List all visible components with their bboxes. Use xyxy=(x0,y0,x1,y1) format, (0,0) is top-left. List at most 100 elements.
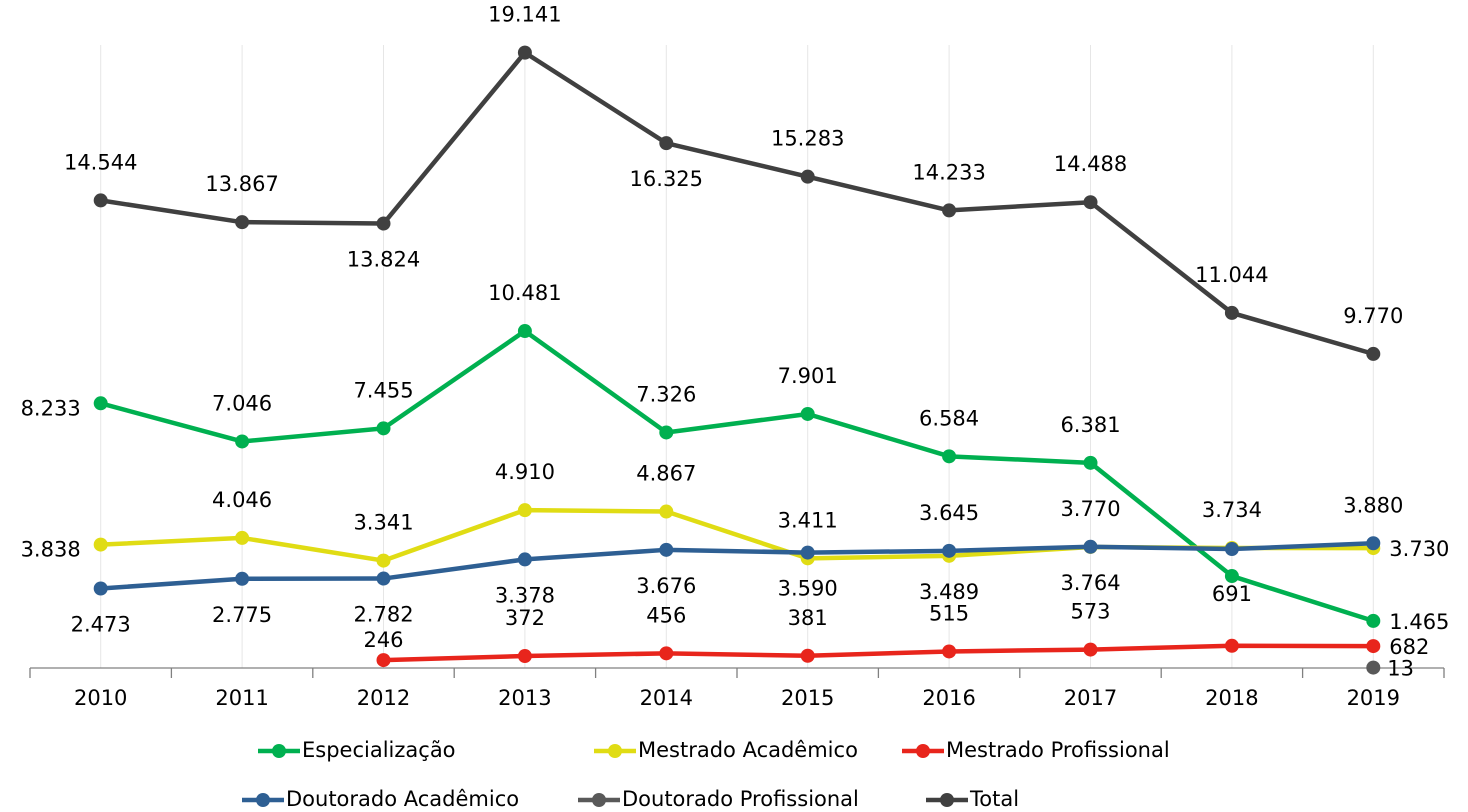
series-line xyxy=(100,541,1374,591)
point xyxy=(800,169,815,184)
point xyxy=(1083,539,1098,554)
data-label: 19.141 xyxy=(488,3,561,27)
data-label: 7.046 xyxy=(212,391,272,415)
data-label: 4.046 xyxy=(212,488,272,512)
point xyxy=(93,193,108,208)
legend-label: Mestrado Acadêmico xyxy=(638,738,858,762)
series-line xyxy=(100,328,1374,624)
data-label: 3.378 xyxy=(495,583,555,607)
point xyxy=(942,449,957,464)
x-tick-label: 2016 xyxy=(922,686,975,710)
data-label: 3.645 xyxy=(919,501,979,525)
legend-marker xyxy=(608,744,622,758)
point xyxy=(659,425,674,440)
point xyxy=(1366,346,1381,361)
data-label: 3.341 xyxy=(353,511,413,535)
legend-label: Total xyxy=(969,787,1019,811)
point xyxy=(942,543,957,558)
point xyxy=(93,581,108,596)
legend-label: Mestrado Profissional xyxy=(946,738,1170,762)
data-label: 14.233 xyxy=(912,160,985,184)
x-tick-label: 2012 xyxy=(357,686,410,710)
point xyxy=(1224,305,1239,320)
data-label: 3.489 xyxy=(919,580,979,604)
point xyxy=(93,537,108,552)
data-label: 4.910 xyxy=(495,460,555,484)
data-label: 3.730 xyxy=(1389,537,1449,561)
data-label: 3.770 xyxy=(1060,497,1120,521)
data-label: 515 xyxy=(929,601,969,625)
point xyxy=(800,406,815,421)
data-label: 573 xyxy=(1070,600,1110,624)
data-label: 3.734 xyxy=(1202,498,1262,522)
point xyxy=(942,203,957,218)
point xyxy=(1366,613,1381,628)
legend-label: Doutorado Profissional xyxy=(622,787,859,811)
data-label: 16.325 xyxy=(630,167,703,191)
point xyxy=(517,649,532,664)
series-line xyxy=(100,50,1374,357)
legend-marker xyxy=(592,793,606,807)
data-label: 13 xyxy=(1387,657,1414,681)
x-tick-label: 2011 xyxy=(215,686,268,710)
data-label: 7.326 xyxy=(636,382,696,406)
data-label: 14.544 xyxy=(64,150,137,174)
data-label: 7.455 xyxy=(353,378,413,402)
point xyxy=(376,571,391,586)
data-label: 15.283 xyxy=(771,127,844,151)
point xyxy=(235,434,250,449)
data-label: 3.411 xyxy=(778,508,838,532)
x-tick-label: 2014 xyxy=(640,686,693,710)
data-label: 10.481 xyxy=(488,281,561,305)
point xyxy=(1366,536,1381,551)
data-label: 6.381 xyxy=(1060,413,1120,437)
point xyxy=(659,136,674,151)
point xyxy=(93,396,108,411)
point xyxy=(376,553,391,568)
point xyxy=(517,503,532,518)
series-line xyxy=(383,643,1374,663)
point xyxy=(659,646,674,661)
point xyxy=(942,644,957,659)
point xyxy=(376,421,391,436)
point xyxy=(800,648,815,663)
point xyxy=(1224,569,1239,584)
point xyxy=(1366,639,1381,654)
point xyxy=(517,45,532,60)
legend-marker xyxy=(940,793,954,807)
data-label: 381 xyxy=(788,606,828,630)
legend-marker xyxy=(916,744,930,758)
data-label: 2.775 xyxy=(212,603,272,627)
point xyxy=(800,545,815,560)
data-label: 691 xyxy=(1212,582,1252,606)
data-label: 456 xyxy=(646,603,686,627)
point xyxy=(235,530,250,545)
x-tick-label: 2019 xyxy=(1347,686,1400,710)
x-tick-label: 2013 xyxy=(498,686,551,710)
data-label: 246 xyxy=(363,628,403,652)
data-label: 3.590 xyxy=(778,577,838,601)
data-label: 3.676 xyxy=(636,574,696,598)
point xyxy=(517,552,532,567)
data-label: 3.880 xyxy=(1343,493,1403,517)
data-label: 2.782 xyxy=(353,603,413,627)
data-label: 13.824 xyxy=(347,248,420,272)
legend-label: Doutorado Acadêmico xyxy=(286,787,519,811)
legend-marker xyxy=(256,793,270,807)
point xyxy=(1083,642,1098,657)
data-label: 3.764 xyxy=(1060,571,1120,595)
data-label: 372 xyxy=(505,606,545,630)
data-label: 2.473 xyxy=(71,612,131,636)
data-label: 14.488 xyxy=(1054,152,1127,176)
data-label: 9.770 xyxy=(1343,304,1403,328)
data-label: 1.465 xyxy=(1389,610,1449,634)
point xyxy=(1366,660,1381,675)
x-tick-label: 2017 xyxy=(1064,686,1117,710)
data-label: 13.867 xyxy=(205,172,278,196)
data-label: 8.233 xyxy=(21,396,81,420)
point xyxy=(1083,455,1098,470)
data-label: 7.901 xyxy=(778,364,838,388)
point xyxy=(1224,638,1239,653)
x-tick-label: 2015 xyxy=(781,686,834,710)
